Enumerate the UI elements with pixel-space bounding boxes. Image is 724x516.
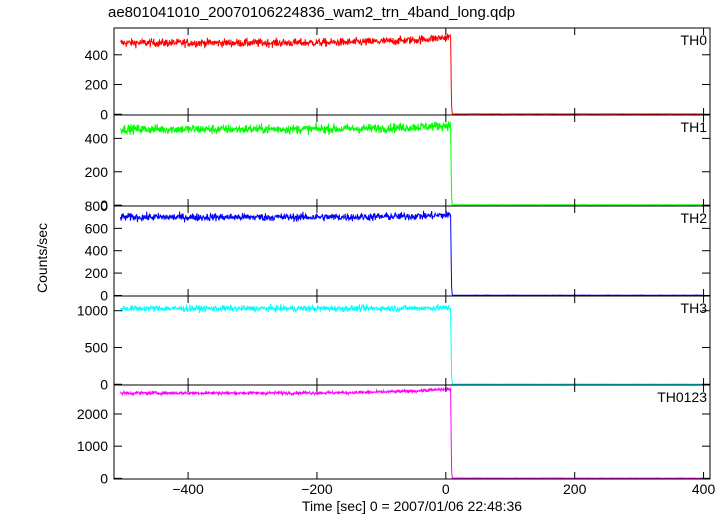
y-tick-label: 0 bbox=[100, 470, 108, 486]
x-tick-label: −400 bbox=[172, 481, 204, 497]
y-tick-label: 0 bbox=[100, 376, 108, 392]
series-line-th0 bbox=[120, 33, 703, 115]
series-line-th0123 bbox=[119, 386, 703, 479]
y-tick-label: 1000 bbox=[77, 438, 108, 454]
panel-th1: 0 200 400 TH1 bbox=[85, 114, 711, 213]
y-tick-label: 0 bbox=[100, 197, 108, 213]
series-line-th1 bbox=[120, 120, 703, 206]
y-tick-label: 0 bbox=[100, 287, 108, 303]
y-tick-label: 200 bbox=[85, 164, 109, 180]
panel-label-th3: TH3 bbox=[681, 300, 708, 316]
panels-group: 0 200 400 TH0 0 200 400 TH1 0 200 400 600 800 TH2 0 500… bbox=[77, 27, 716, 497]
panel-th3: 0 500 1000 TH3 bbox=[77, 295, 711, 392]
y-tick-label: 400 bbox=[85, 130, 109, 146]
panel-label-th0: TH0 bbox=[681, 32, 708, 48]
y-axis-label: Counts/sec bbox=[34, 223, 50, 293]
panel-label-th2: TH2 bbox=[681, 210, 708, 226]
x-tick-label: 0 bbox=[442, 481, 450, 497]
x-tick-label: 200 bbox=[563, 481, 587, 497]
panel-frame bbox=[113, 205, 711, 297]
x-tick-label: 400 bbox=[692, 481, 716, 497]
y-tick-label: 2000 bbox=[77, 406, 108, 422]
panel-frame bbox=[113, 384, 711, 480]
x-tick-label: −200 bbox=[301, 481, 333, 497]
y-tick-label: 400 bbox=[85, 243, 109, 259]
panel-th2: 0 200 400 600 800 TH2 bbox=[85, 198, 711, 303]
y-tick-label: 200 bbox=[85, 265, 109, 281]
series-line-th2 bbox=[119, 210, 703, 296]
y-tick-label: 500 bbox=[85, 339, 109, 355]
panel-label-th1: TH1 bbox=[681, 119, 708, 135]
y-tick-label: 600 bbox=[85, 220, 109, 236]
y-tick-label: 200 bbox=[85, 77, 109, 93]
y-tick-label: 0 bbox=[100, 106, 108, 122]
x-axis-label: Time [sec] 0 = 2007/01/06 22:48:36 bbox=[302, 498, 522, 514]
panel-label-th0123: TH0123 bbox=[657, 389, 707, 405]
y-tick-label: 400 bbox=[85, 47, 109, 63]
panel-th0123: 0 1000 2000 TH0123 bbox=[77, 384, 711, 486]
series-line-th3 bbox=[119, 303, 703, 385]
panel-th0: 0 200 400 TH0 bbox=[85, 27, 711, 122]
y-tick-label: 1000 bbox=[77, 303, 108, 319]
y-tick-label: 800 bbox=[85, 198, 109, 214]
chart-title: ae801041010_20070106224836_wam2_trn_4ban… bbox=[108, 4, 515, 21]
